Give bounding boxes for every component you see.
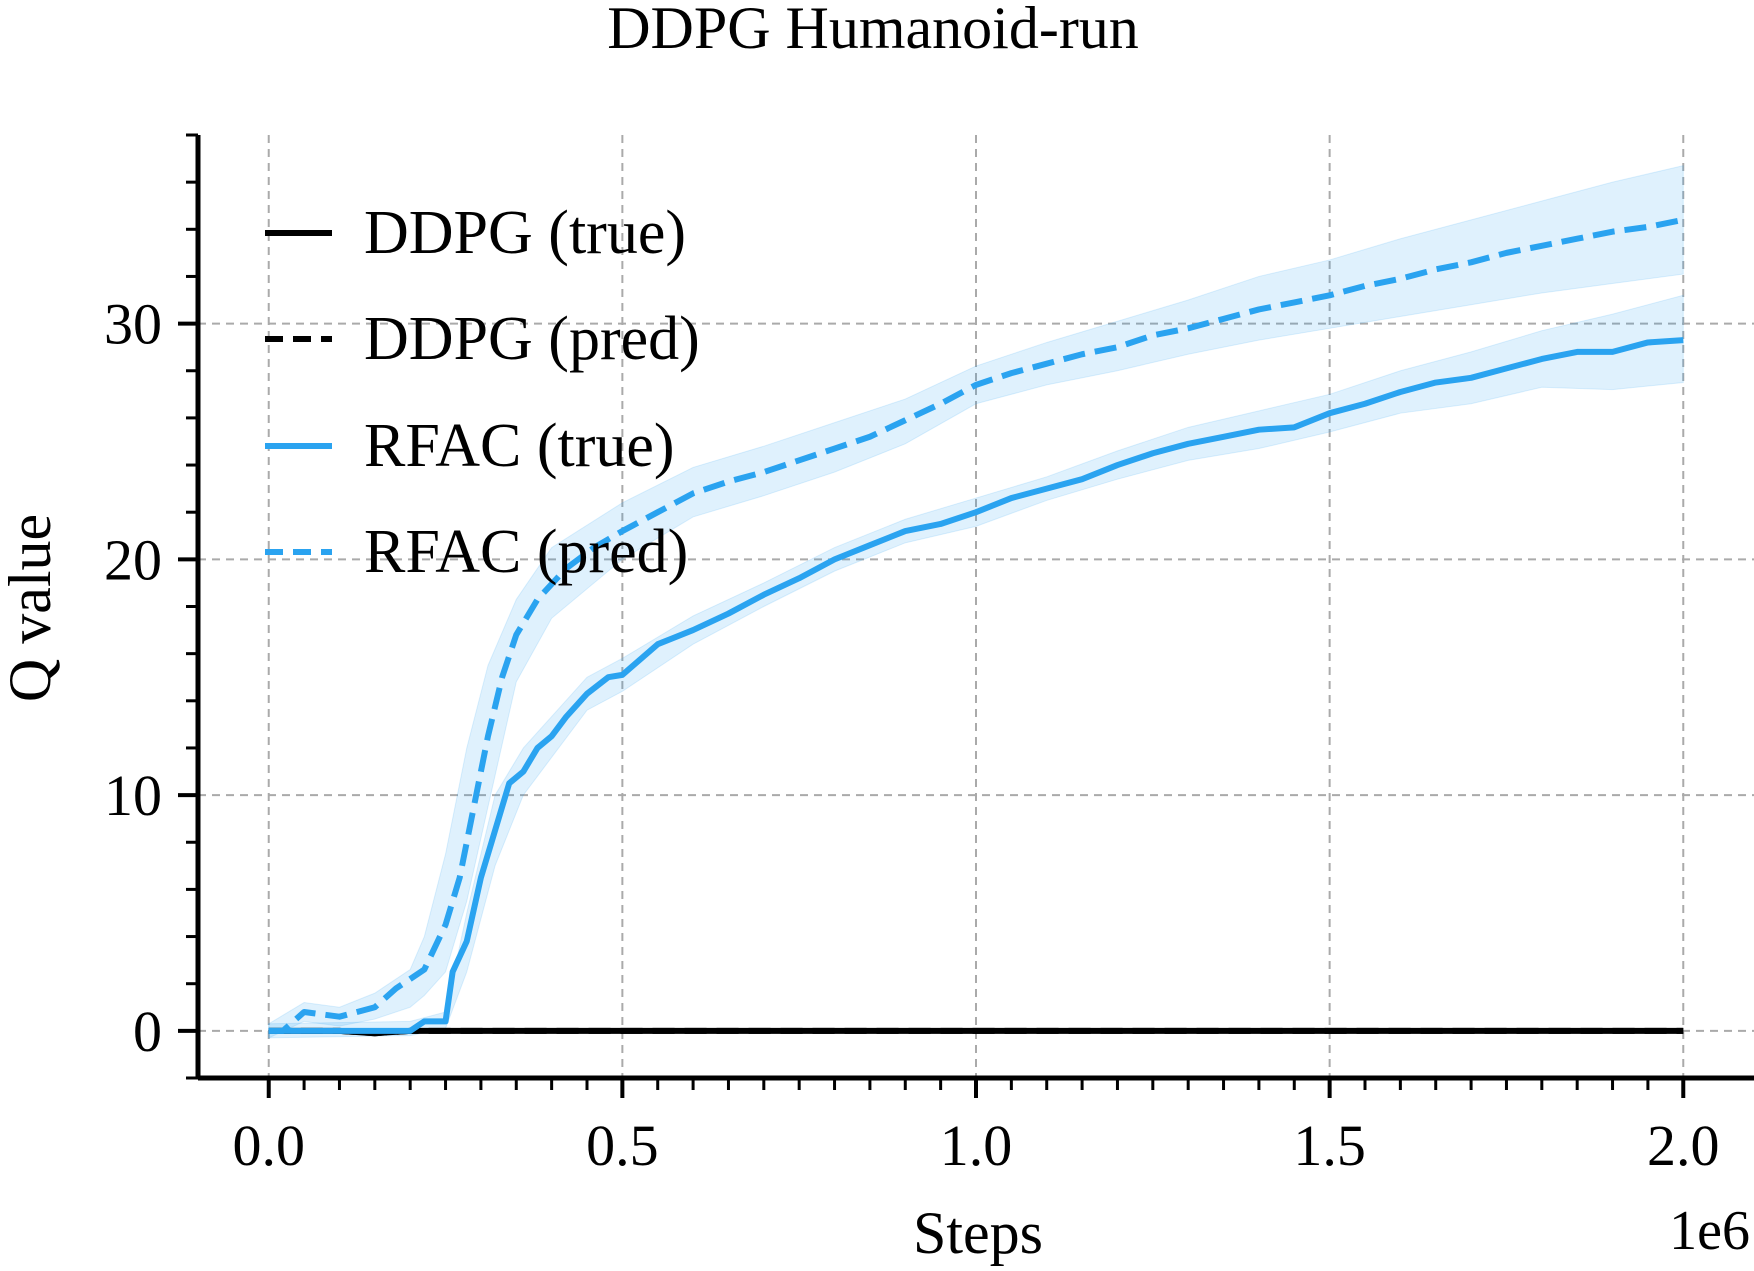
y-tick-label: 20 xyxy=(104,527,162,592)
series-lines xyxy=(268,216,1684,1037)
tick-marks xyxy=(178,133,1686,1098)
x-tick-label: 0.0 xyxy=(232,1113,305,1178)
legend-label: RFAC (true) xyxy=(364,412,675,480)
x-offset-label: 1e6 xyxy=(1669,1200,1750,1262)
y-tick-label: 10 xyxy=(104,763,162,828)
x-tick-label: 1.5 xyxy=(1293,1113,1366,1178)
y-axis-label: Q value xyxy=(0,514,63,702)
x-tick-label: 1.0 xyxy=(940,1113,1013,1178)
chart-title: DDPG Humanoid-run xyxy=(607,0,1139,61)
x-tick-label: 2.0 xyxy=(1647,1113,1720,1178)
confidence-band xyxy=(268,165,1684,1039)
x-axis-label: Steps xyxy=(913,1200,1043,1266)
tick-labels: 0.0 0.5 1.0 1.5 2.0 0 10 20 30 xyxy=(104,292,1720,1178)
series-line xyxy=(268,216,1684,1034)
legend-label: DDPG (true) xyxy=(364,199,686,267)
series-line xyxy=(268,337,1684,1034)
confidence-bands xyxy=(268,165,1684,1039)
legend: DDPG (true) DDPG (pred) RFAC (true) RFAC (p… xyxy=(265,199,700,586)
legend-label: RFAC (pred) xyxy=(364,518,688,586)
x-tick-label: 0.5 xyxy=(586,1113,659,1178)
confidence-band xyxy=(268,294,1684,1039)
y-tick-label: 30 xyxy=(104,292,162,357)
series-line xyxy=(268,1027,1684,1037)
legend-label: DDPG (pred) xyxy=(364,305,700,373)
y-tick-label: 0 xyxy=(133,999,162,1064)
